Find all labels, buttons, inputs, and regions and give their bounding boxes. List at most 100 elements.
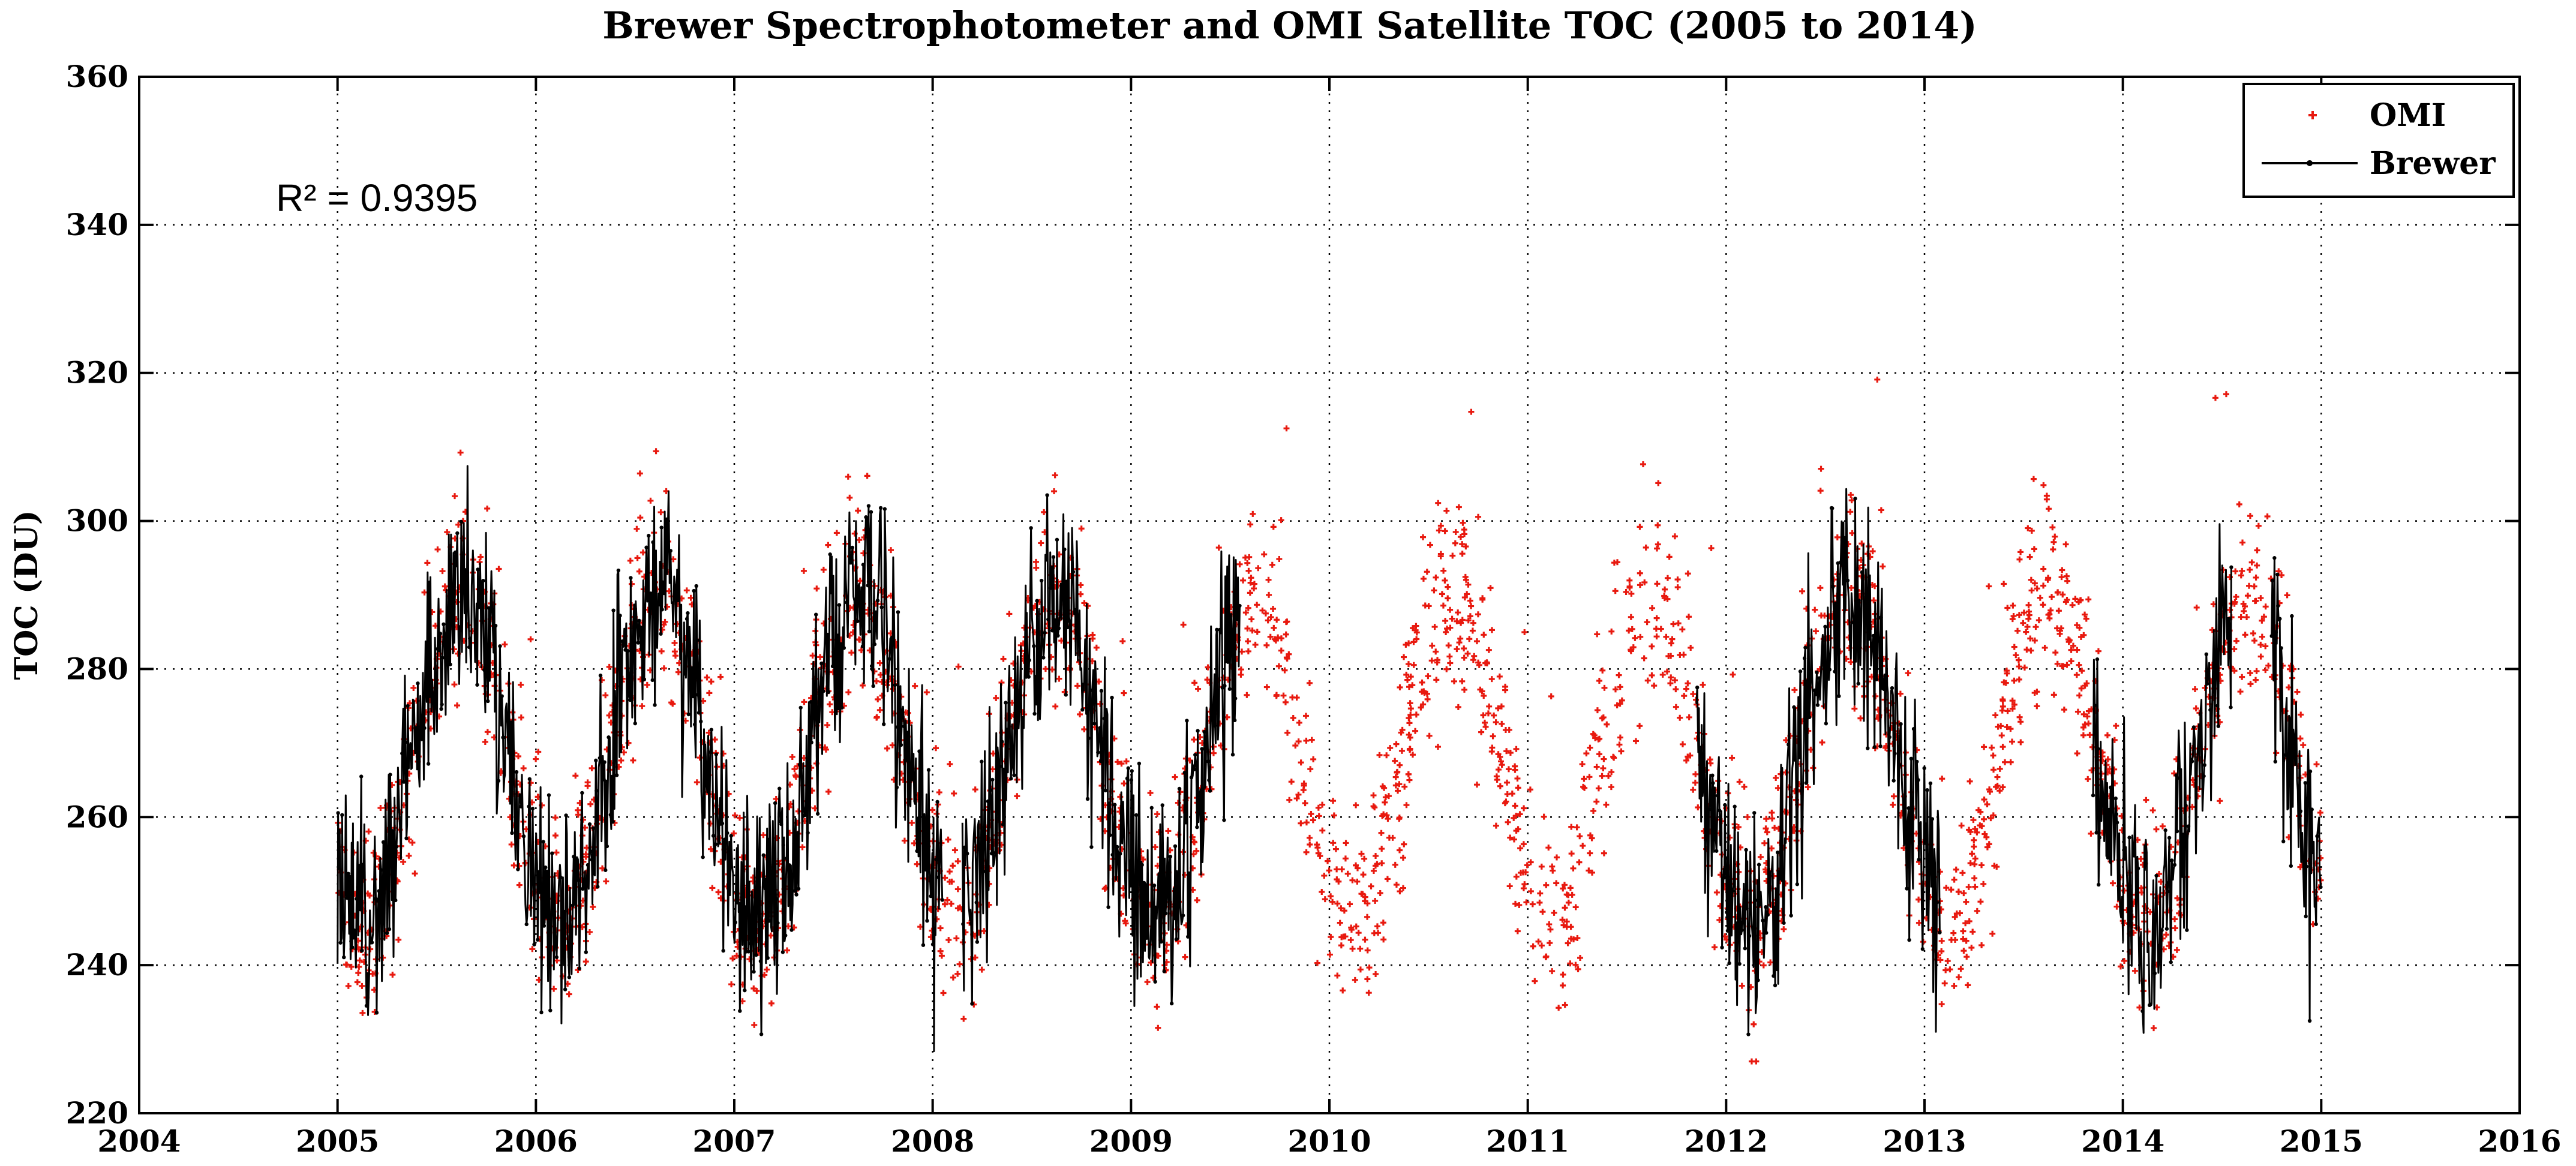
omi-point (1511, 836, 1517, 843)
omi-point (953, 935, 960, 942)
omi-point (2251, 638, 2257, 644)
omi-point (1254, 602, 1260, 608)
omi-point (2074, 622, 2080, 629)
omi-point (1364, 913, 1371, 920)
omi-point (2024, 624, 2031, 630)
omi-point (1349, 945, 1356, 952)
omi-point (1240, 577, 1247, 584)
omi-point (1575, 966, 1581, 972)
omi-point (1593, 764, 1600, 770)
omi-point (1847, 509, 1854, 515)
omi-point (1154, 811, 1161, 818)
omi-point (2064, 662, 2070, 668)
omi-point (1490, 733, 1496, 740)
omi-point (2034, 689, 2040, 695)
omi-point (1507, 834, 1514, 841)
omi-point (937, 925, 944, 931)
omi-point (1470, 620, 1476, 626)
omi-point (1994, 774, 2001, 780)
omi-point (1968, 944, 1975, 951)
omi-point (1283, 631, 1289, 638)
omi-point (1553, 880, 1560, 886)
omi-point (1373, 853, 1379, 860)
omi-point (1707, 756, 1713, 763)
x-tick-label: 2012 (1685, 1123, 1768, 1159)
omi-point (1431, 587, 1437, 594)
omi-point (1041, 509, 1047, 515)
omi-point (1378, 830, 1385, 836)
omi-point (914, 861, 920, 867)
omi-point (1457, 534, 1464, 540)
omi-point (1890, 793, 1897, 800)
omi-point (1674, 576, 1681, 583)
omi-point (1537, 890, 1544, 897)
omi-point (1963, 898, 1969, 905)
omi-point (2004, 605, 2011, 611)
omi-point (1429, 642, 1436, 649)
omi-point (1310, 756, 1317, 762)
omi-point (2317, 855, 2324, 861)
omi-point (406, 700, 413, 707)
omi-point (1553, 854, 1560, 861)
omi-point (1381, 785, 1388, 791)
omi-point (2121, 957, 2128, 964)
omi-point (1966, 918, 1972, 924)
omi-point (1992, 712, 1999, 719)
omi-point (1527, 786, 1533, 793)
omi-point (2264, 513, 2271, 519)
omi-point (2059, 567, 2065, 573)
omi-point (2020, 620, 2026, 626)
omi-point (1623, 589, 1629, 596)
omi-point (1348, 926, 1355, 933)
omi-point (668, 699, 675, 706)
omi-point (1463, 543, 1469, 550)
omi-point (1654, 545, 1661, 552)
omi-point (1654, 581, 1661, 587)
omi-point (2052, 649, 2059, 656)
omi-point (1093, 644, 1100, 651)
y-tick-label: 340 (66, 207, 128, 242)
omi-point (1559, 916, 1566, 923)
omi-point (1191, 737, 1197, 743)
omi-point (1981, 744, 1987, 750)
omi-point (1242, 609, 1249, 616)
omi-point (1314, 845, 1321, 851)
omi-point (1957, 966, 1964, 972)
omi-point (1568, 851, 1575, 857)
omi-point (2085, 720, 2092, 727)
omi-point (1739, 982, 1745, 989)
omi-point (636, 568, 643, 575)
omi-point (1276, 556, 1283, 563)
omi-point (1736, 779, 1743, 785)
omi-point (1442, 577, 1448, 584)
omi-point (1570, 865, 1577, 872)
omi-point (2191, 686, 2198, 693)
omi-point (2202, 684, 2208, 691)
omi-point (1118, 761, 1125, 767)
omi-point (1334, 900, 1341, 907)
omi-point (2247, 513, 2253, 519)
omi-point (412, 870, 418, 877)
omi-point (2008, 738, 2015, 745)
omi-point (1076, 659, 1083, 665)
omi-point (1300, 787, 1307, 794)
omi-point (377, 805, 384, 812)
omi-point (658, 648, 665, 654)
omi-point (855, 636, 862, 643)
omi-point (2278, 572, 2285, 578)
omi-point (2004, 670, 2010, 677)
y-tick-label: 360 (66, 59, 128, 94)
omi-point (1695, 804, 1701, 811)
omi-point (637, 514, 644, 521)
omi-point (1255, 565, 1262, 572)
omi-point (1655, 522, 1661, 528)
omi-point (1605, 773, 1612, 779)
omi-point (575, 807, 581, 813)
omi-point (1405, 771, 1412, 778)
omi-point (753, 988, 760, 994)
omi-point (1565, 899, 1572, 906)
omi-point (1999, 744, 2006, 750)
omi-point (1052, 703, 1059, 710)
omi-point (2011, 701, 2017, 708)
omi-point (1316, 813, 1322, 819)
